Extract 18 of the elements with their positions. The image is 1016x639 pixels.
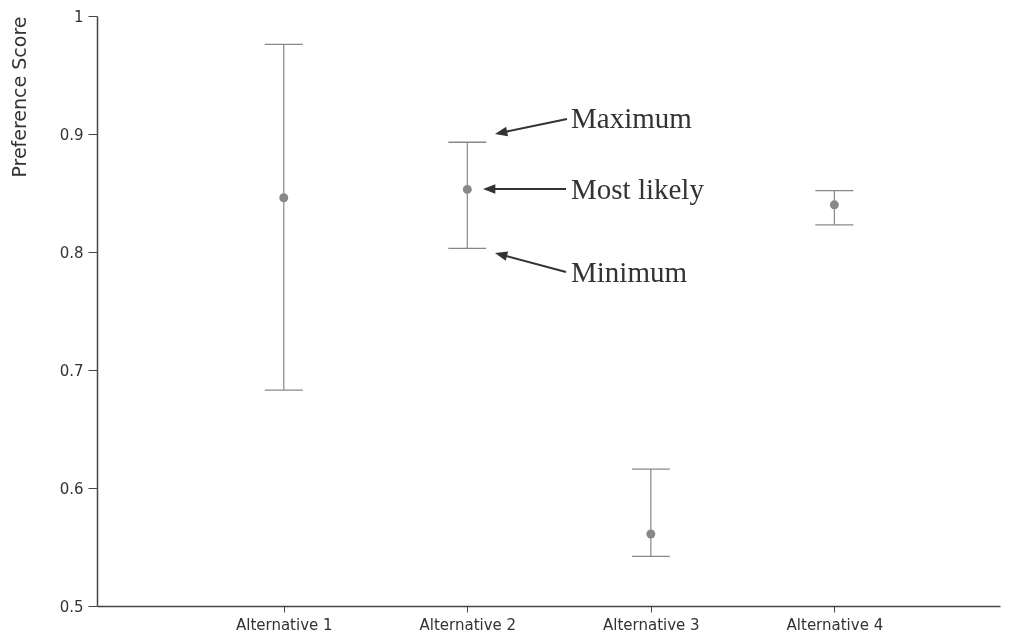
point xyxy=(462,185,472,194)
annotation: Minimum xyxy=(571,256,688,288)
y-tick-label: 1 xyxy=(73,7,84,26)
point xyxy=(279,193,289,203)
point xyxy=(829,200,839,210)
y-tick-label: 0.9 xyxy=(59,125,84,144)
y-tick-label: 0.5 xyxy=(59,597,84,616)
y-tick-label: 0.7 xyxy=(59,361,84,380)
y-tick-label: 0.6 xyxy=(59,479,84,498)
point xyxy=(646,529,656,539)
x-tick-label: Alternative 4 xyxy=(786,615,884,634)
y-axis-title: Preference Score xyxy=(7,16,30,178)
y-tick-label: 0.8 xyxy=(59,243,84,262)
x-tick-label: Alternative 3 xyxy=(603,615,700,634)
x-tick-label: Alternative 1 xyxy=(235,615,333,634)
x-tick-label: Alternative 2 xyxy=(419,615,517,634)
annotation: Maximum xyxy=(571,102,693,134)
annotation: Most likely xyxy=(571,173,705,205)
